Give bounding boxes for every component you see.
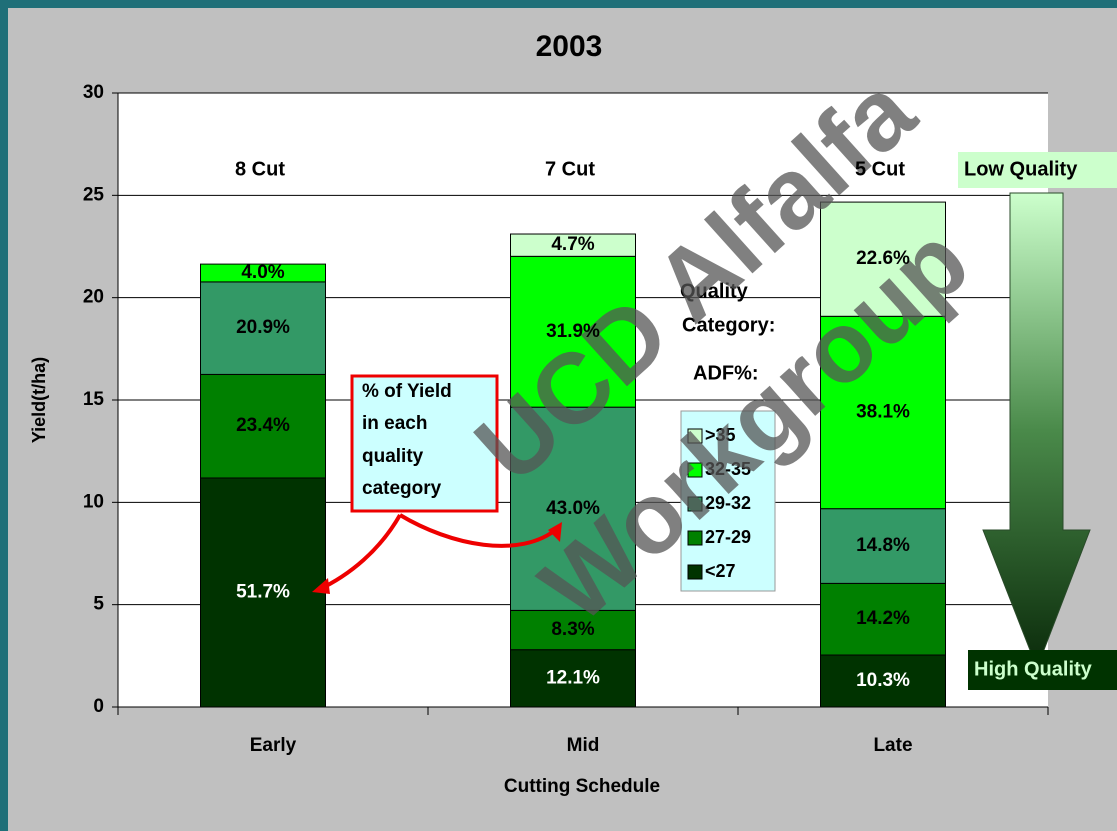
bar-segment — [200, 477, 326, 708]
data-label: 14.2% — [856, 608, 910, 629]
callout-arrowhead — [312, 578, 330, 594]
x-tick-label: Mid — [567, 735, 600, 756]
y-tick-label: 15 — [83, 389, 105, 410]
bar-segment — [510, 406, 636, 611]
callout-arrow — [398, 513, 560, 548]
quality-bottom-label: High Quality — [974, 658, 1093, 680]
x-tick-label: Late — [873, 735, 912, 756]
data-label: 38.1% — [856, 402, 910, 423]
bar-segment — [820, 201, 946, 317]
data-label: 12.1% — [546, 667, 600, 688]
y-tick-label: 5 — [93, 594, 104, 615]
data-label: 22.6% — [856, 248, 910, 269]
y-tick-label: 10 — [83, 491, 104, 512]
bar-segment — [510, 233, 636, 257]
quality-arrow — [982, 192, 1091, 670]
bar-segment — [200, 281, 326, 375]
y-axis-label: Yield(t/ha) — [29, 357, 49, 443]
legend-swatch — [687, 462, 703, 478]
y-tick-label: 30 — [83, 82, 104, 103]
callout-box — [350, 374, 499, 513]
data-label: 8.3% — [551, 619, 594, 640]
cut-label: 5 Cut — [855, 158, 905, 180]
quality-top-box — [958, 152, 1117, 188]
x-axis-label: Cutting Schedule — [504, 776, 660, 797]
legend-title: Category: — [682, 314, 775, 336]
x-tick-label: Early — [250, 735, 297, 756]
bar-segment — [820, 582, 946, 656]
cut-label: 8 Cut — [235, 158, 285, 180]
callout-text: % of Yield — [362, 381, 452, 402]
quality-bottom-box — [968, 650, 1117, 690]
data-label: 23.4% — [236, 415, 290, 436]
callout-text: in each — [362, 413, 427, 434]
cut-label: 7 Cut — [545, 158, 595, 180]
legend-title: ADF%: — [693, 362, 759, 384]
bars — [200, 201, 946, 708]
bar-segment — [200, 263, 326, 283]
legend-swatch — [687, 530, 703, 546]
bar-segment — [820, 508, 946, 584]
data-label: 14.8% — [856, 535, 910, 556]
legend-title: Quality — [680, 280, 749, 302]
legend-label: >35 — [705, 425, 736, 445]
legend-label: <27 — [705, 561, 736, 581]
legend-swatch — [687, 428, 703, 444]
data-label: 4.0% — [241, 262, 284, 283]
quality-top-label: Low Quality — [964, 158, 1078, 180]
bar-segment — [820, 315, 946, 510]
legend-swatch — [687, 496, 703, 512]
legend-label: 32-35 — [705, 459, 751, 479]
bar-segment — [510, 609, 636, 651]
callout-text: category — [362, 478, 442, 499]
data-label: 31.9% — [546, 321, 600, 342]
y-tick-label: 20 — [83, 287, 104, 308]
data-label: 43.0% — [546, 498, 600, 519]
legend-label: 29-32 — [705, 493, 751, 513]
bar-segment — [820, 654, 946, 708]
callout-text: quality — [362, 446, 424, 467]
data-label: 20.9% — [236, 317, 290, 338]
bar-segment — [200, 373, 326, 479]
legend: <27 27-29 29-32 32-35 >35 — [687, 425, 751, 581]
y-tick-label: 0 — [93, 696, 104, 717]
bar-segment — [510, 649, 636, 708]
data-label: 4.7% — [551, 234, 594, 255]
legend-swatch — [687, 564, 703, 580]
callout-arrowhead — [548, 522, 562, 542]
bar-segment — [510, 255, 636, 408]
data-label: 10.3% — [856, 670, 910, 691]
chart-title: 2003 — [536, 30, 603, 63]
y-tick-label: 25 — [83, 184, 105, 205]
data-label: 51.7% — [236, 582, 290, 603]
legend-label: 27-29 — [705, 527, 751, 547]
